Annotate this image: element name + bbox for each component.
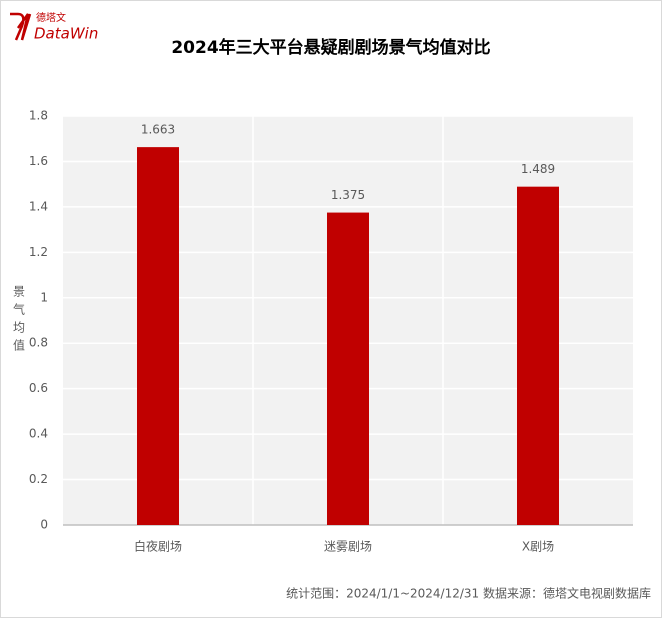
bar [327,212,369,525]
y-tick-label: 1.2 [29,245,48,259]
y-tick-label: 0 [40,518,48,532]
y-tick-label: 1.8 [29,109,48,123]
logo-mark [10,12,32,41]
value-label: 1.663 [141,123,175,137]
x-tick-label: 迷雾剧场 [324,540,372,554]
bar [517,186,559,525]
bar [137,147,179,525]
x-tick-label: X剧场 [522,540,554,554]
y-tick-label: 1.4 [29,199,48,213]
y-tick-label: 0.2 [29,472,48,486]
value-label: 1.375 [331,188,365,202]
x-tick-label: 白夜剧场 [134,539,182,554]
logo-text: DataWin [34,25,98,43]
y-tick-label: 0.6 [29,381,48,395]
chart-title: 2024年三大平台悬疑剧剧场景气均值对比 [171,37,490,58]
y-tick-label: 1.6 [29,154,48,168]
y-tick-label: 0.4 [29,427,48,441]
y-tick-label: 0.8 [29,336,48,350]
source-note: 统计范围：2024/1/1~2024/12/31 数据来源：德塔文电视剧数据库 [286,586,651,601]
y-axis-label: 景气均值 [12,285,26,357]
logo-cn: 德塔文 [36,11,66,24]
value-label: 1.489 [521,162,555,176]
y-tick-label: 1 [40,290,48,304]
